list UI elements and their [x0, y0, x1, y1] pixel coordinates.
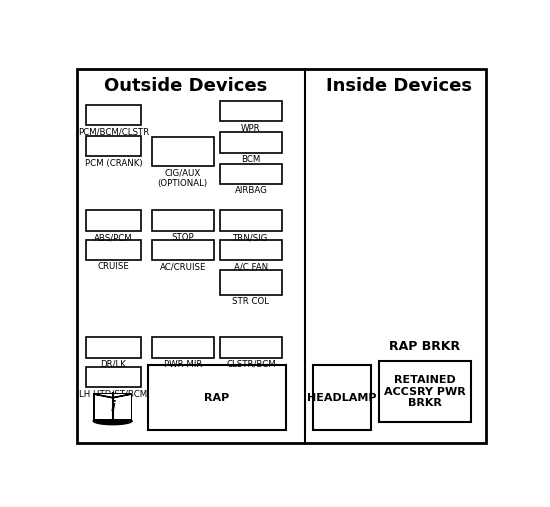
Bar: [86, 367, 141, 387]
Text: RETAINED
ACCSRY PWR
BRKR: RETAINED ACCSRY PWR BRKR: [384, 375, 466, 408]
Text: STOP: STOP: [172, 233, 194, 242]
Bar: [147, 366, 286, 430]
Bar: [86, 136, 141, 157]
Text: RAP: RAP: [204, 392, 229, 403]
Text: AIRBAG: AIRBAG: [234, 186, 267, 195]
Text: AC/CRUISE: AC/CRUISE: [160, 262, 206, 271]
Text: RAP BRKR: RAP BRKR: [389, 340, 460, 353]
Bar: [220, 337, 282, 357]
Text: i: i: [111, 400, 115, 414]
Bar: [152, 337, 213, 357]
Text: PCM/BCM/CLSTR: PCM/BCM/CLSTR: [78, 128, 149, 136]
Bar: [152, 240, 213, 260]
Text: STR COL: STR COL: [233, 298, 270, 306]
Text: DR/LK: DR/LK: [101, 360, 126, 369]
Bar: [220, 210, 282, 231]
Text: ABS/PCM: ABS/PCM: [94, 233, 133, 242]
Text: BCM: BCM: [241, 155, 261, 164]
Bar: [220, 132, 282, 153]
Text: TRN/SIG: TRN/SIG: [233, 233, 268, 242]
Text: CRUISE: CRUISE: [97, 262, 129, 271]
Polygon shape: [95, 394, 112, 398]
Bar: [86, 105, 141, 125]
Bar: [152, 137, 213, 166]
Bar: [86, 240, 141, 260]
Text: HEADLAMP: HEADLAMP: [307, 392, 377, 403]
Text: Outside Devices: Outside Devices: [104, 77, 268, 95]
Bar: [86, 210, 141, 231]
Bar: [93, 392, 132, 421]
Bar: [113, 394, 130, 419]
Bar: [313, 366, 371, 430]
Text: WPR: WPR: [241, 124, 261, 133]
Bar: [86, 337, 141, 357]
Bar: [220, 101, 282, 121]
Polygon shape: [93, 421, 132, 425]
Text: A/C FAN: A/C FAN: [234, 262, 268, 271]
Text: CIG/AUX
(OPTIONAL): CIG/AUX (OPTIONAL): [158, 169, 208, 188]
Text: LH HTD/ST/BCM: LH HTD/ST/BCM: [79, 389, 147, 398]
Text: Inside Devices: Inside Devices: [326, 77, 472, 95]
Bar: [220, 270, 282, 295]
Text: PWR MIR: PWR MIR: [163, 360, 202, 369]
Text: CLSTR/BCM: CLSTR/BCM: [226, 360, 276, 369]
Bar: [220, 164, 282, 184]
Bar: [220, 240, 282, 260]
Polygon shape: [113, 394, 130, 398]
Bar: [95, 394, 112, 419]
Bar: [379, 361, 471, 422]
Bar: [152, 210, 213, 231]
Text: PCM (CRANK): PCM (CRANK): [85, 159, 142, 168]
